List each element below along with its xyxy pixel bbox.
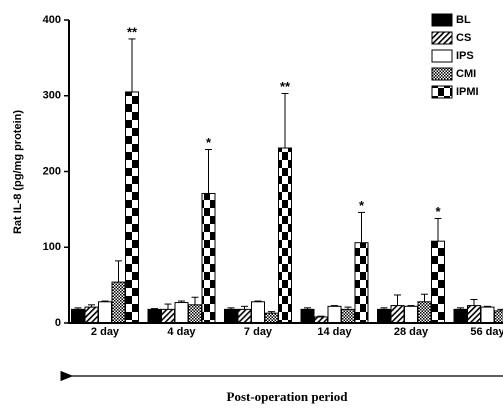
bar (147, 308, 162, 324)
x-tick-label: 2 day (91, 326, 120, 338)
legend-swatch (431, 31, 453, 45)
bar (467, 305, 481, 324)
significance-label: ** (280, 79, 291, 94)
y-axis-label: Rat IL-8 (pg/mg protein) (12, 110, 24, 234)
bar (201, 192, 216, 324)
bar (188, 304, 202, 324)
bar (377, 308, 391, 324)
x-tick-label: 56 day (470, 326, 503, 338)
bar (341, 308, 355, 324)
significance-label: ** (127, 24, 138, 39)
bar (453, 308, 468, 324)
legend-swatch (431, 67, 453, 81)
legend-label: IPS (456, 50, 474, 62)
y-tick-label: 400 (43, 14, 61, 26)
bar (264, 312, 279, 324)
bar (98, 301, 112, 324)
y-tick-label: 300 (43, 90, 61, 102)
bar (111, 281, 126, 324)
x-tick-label: 7 day (244, 326, 273, 338)
y-tick-label: 100 (43, 241, 61, 253)
bar (84, 306, 99, 324)
x-tick-label: 4 day (167, 326, 196, 338)
legend-swatch (431, 85, 453, 99)
bar (390, 305, 405, 324)
bar (71, 308, 85, 324)
bar (480, 306, 495, 324)
bar (125, 91, 139, 324)
legend-swatch (431, 13, 453, 27)
bar (251, 301, 265, 324)
bar (161, 308, 175, 324)
bar (224, 308, 238, 324)
bar (417, 301, 432, 324)
bar (354, 242, 369, 324)
significance-label: * (206, 135, 212, 150)
significance-label: * (359, 198, 365, 213)
legend-swatch (431, 49, 453, 63)
bar (278, 147, 292, 324)
bar (431, 240, 445, 324)
bar (494, 310, 503, 324)
y-tick-label: 0 (55, 317, 61, 329)
y-tick-label: 200 (43, 165, 61, 177)
bar (300, 308, 315, 324)
legend-label: CMI (456, 68, 476, 80)
legend-label: IPMI (456, 86, 479, 98)
x-tick-label: 14 day (317, 326, 352, 338)
bar (404, 305, 418, 324)
x-axis-label: Post-operation period (227, 389, 349, 404)
significance-label: * (435, 204, 441, 219)
x-tick-label: 28 day (394, 326, 429, 338)
bar (237, 308, 252, 324)
bar (327, 305, 342, 324)
legend-label: BL (456, 14, 471, 26)
bar (174, 302, 189, 324)
legend-label: CS (456, 32, 471, 44)
